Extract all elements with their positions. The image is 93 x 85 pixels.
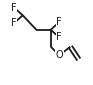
Text: F: F	[11, 3, 17, 13]
Text: F: F	[56, 32, 62, 42]
Text: O: O	[55, 50, 63, 60]
Text: F: F	[56, 17, 62, 27]
Text: F: F	[11, 18, 17, 28]
